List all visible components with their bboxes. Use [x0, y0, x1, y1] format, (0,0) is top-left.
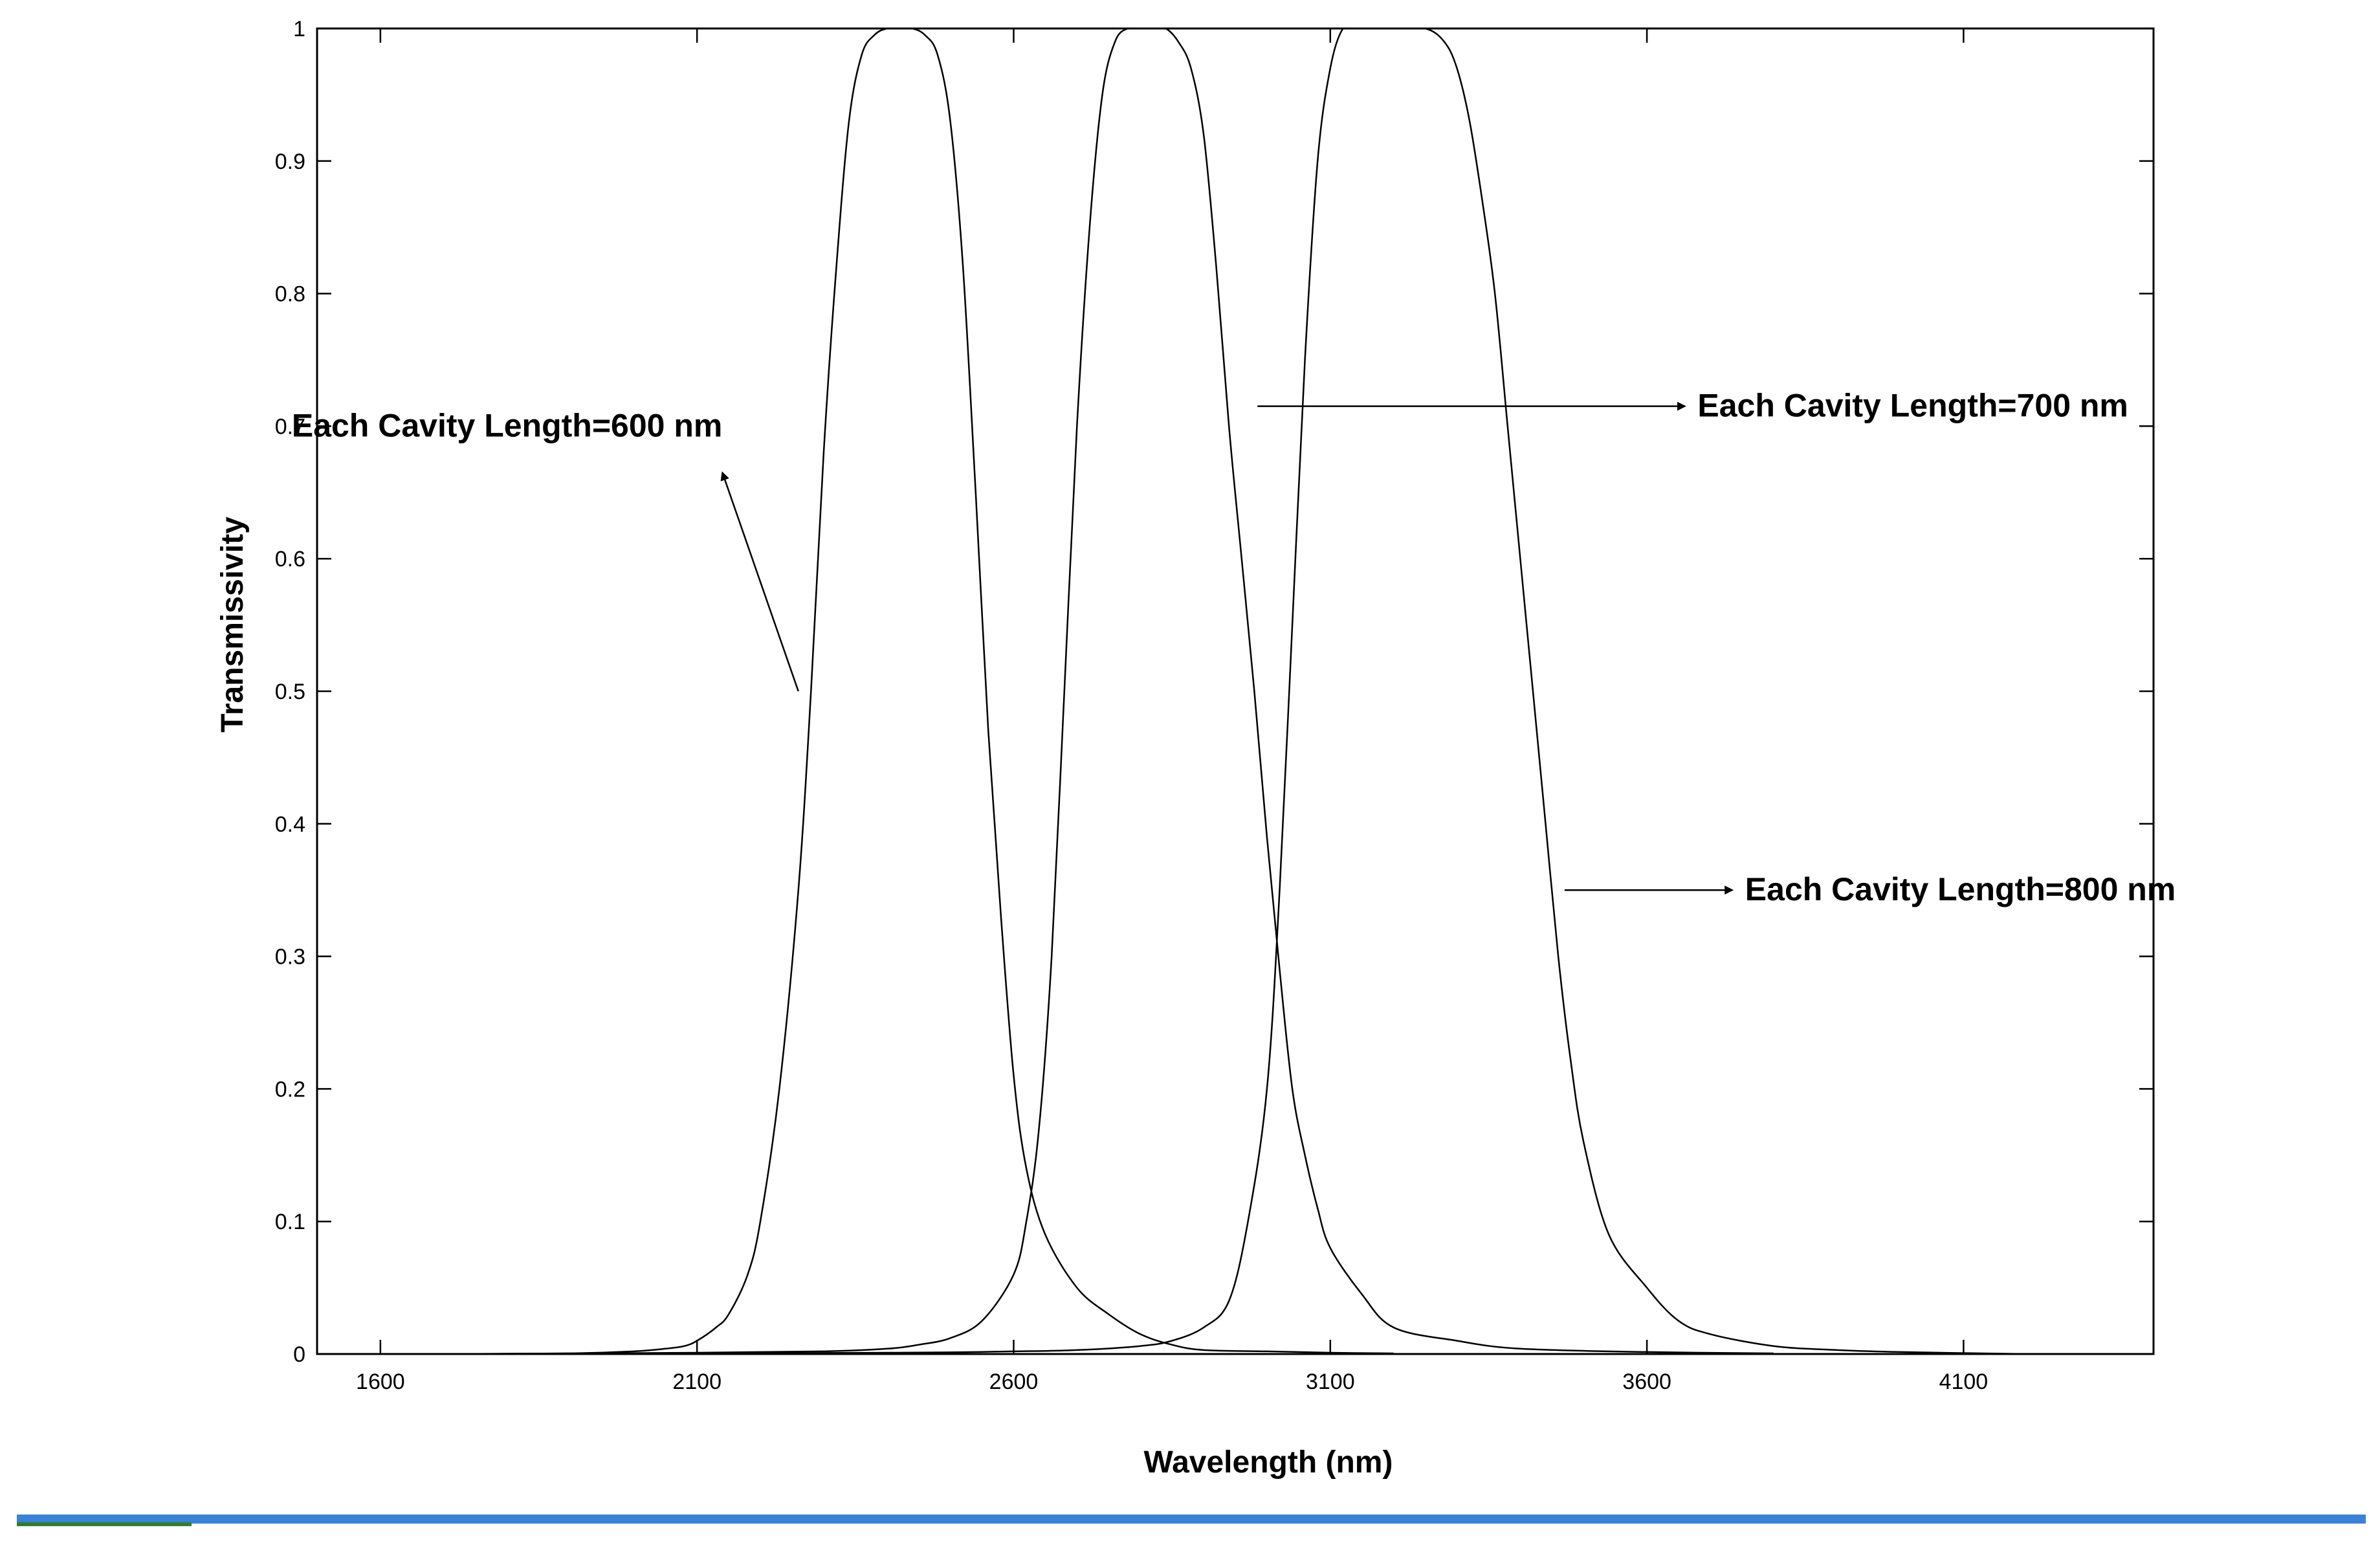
x-tick-label: 1600 — [356, 1370, 405, 1394]
footer-divider-bar — [17, 1515, 2366, 1524]
annotation-arrow-1 — [720, 471, 799, 692]
x-tick-label: 3100 — [1306, 1370, 1355, 1394]
annotation-label-3: Each Cavity Length=800 nm — [1745, 871, 2176, 907]
series-lines — [443, 27, 2027, 1355]
y-tick-label: 0.3 — [275, 945, 305, 970]
series-line-1 — [443, 27, 1394, 1355]
x-tick-label: 4100 — [1939, 1370, 1989, 1394]
footer-divider-accent — [17, 1522, 192, 1526]
plot-frame — [316, 27, 2155, 1355]
y-tick-label: 0.1 — [275, 1210, 305, 1234]
y-tick-label: 0.8 — [275, 282, 305, 307]
y-axis-label: Transmissivity — [215, 516, 250, 733]
y-tick-label: 0.5 — [275, 680, 305, 704]
y-tick-label: 0.7 — [275, 414, 305, 439]
x-axis-ticks: 1600 2100 2600 3100 3600 4100 — [356, 28, 1988, 1394]
annotation-label-2: Each Cavity Length=700 nm — [1697, 388, 2128, 424]
y-tick-label: 1 — [293, 17, 305, 41]
x-tick-label: 2600 — [989, 1370, 1039, 1394]
plot-area-border — [316, 27, 2155, 1355]
y-tick-label: 0.6 — [275, 547, 305, 572]
y-tick-label: 0.4 — [275, 812, 305, 837]
x-tick-label: 3600 — [1622, 1370, 1671, 1394]
series-line-2 — [443, 27, 1774, 1355]
y-tick-label: 0 — [293, 1342, 305, 1367]
x-axis-label: Wavelength (nm) — [1144, 1445, 1393, 1480]
y-tick-label: 0.2 — [275, 1077, 305, 1102]
series-line-3 — [443, 27, 2027, 1355]
y-tick-label: 0.9 — [275, 150, 305, 174]
x-tick-label: 2100 — [672, 1370, 722, 1394]
annotation-label-1: Each Cavity Length=600 nm — [292, 407, 723, 443]
annotations: Each Cavity Length=600 nm Each Cavity Len… — [292, 388, 2176, 908]
y-axis-ticks: 0 0.1 0.2 0.3 0.4 0.5 0.6 0.7 0.8 0.9 1 — [275, 17, 2154, 1367]
